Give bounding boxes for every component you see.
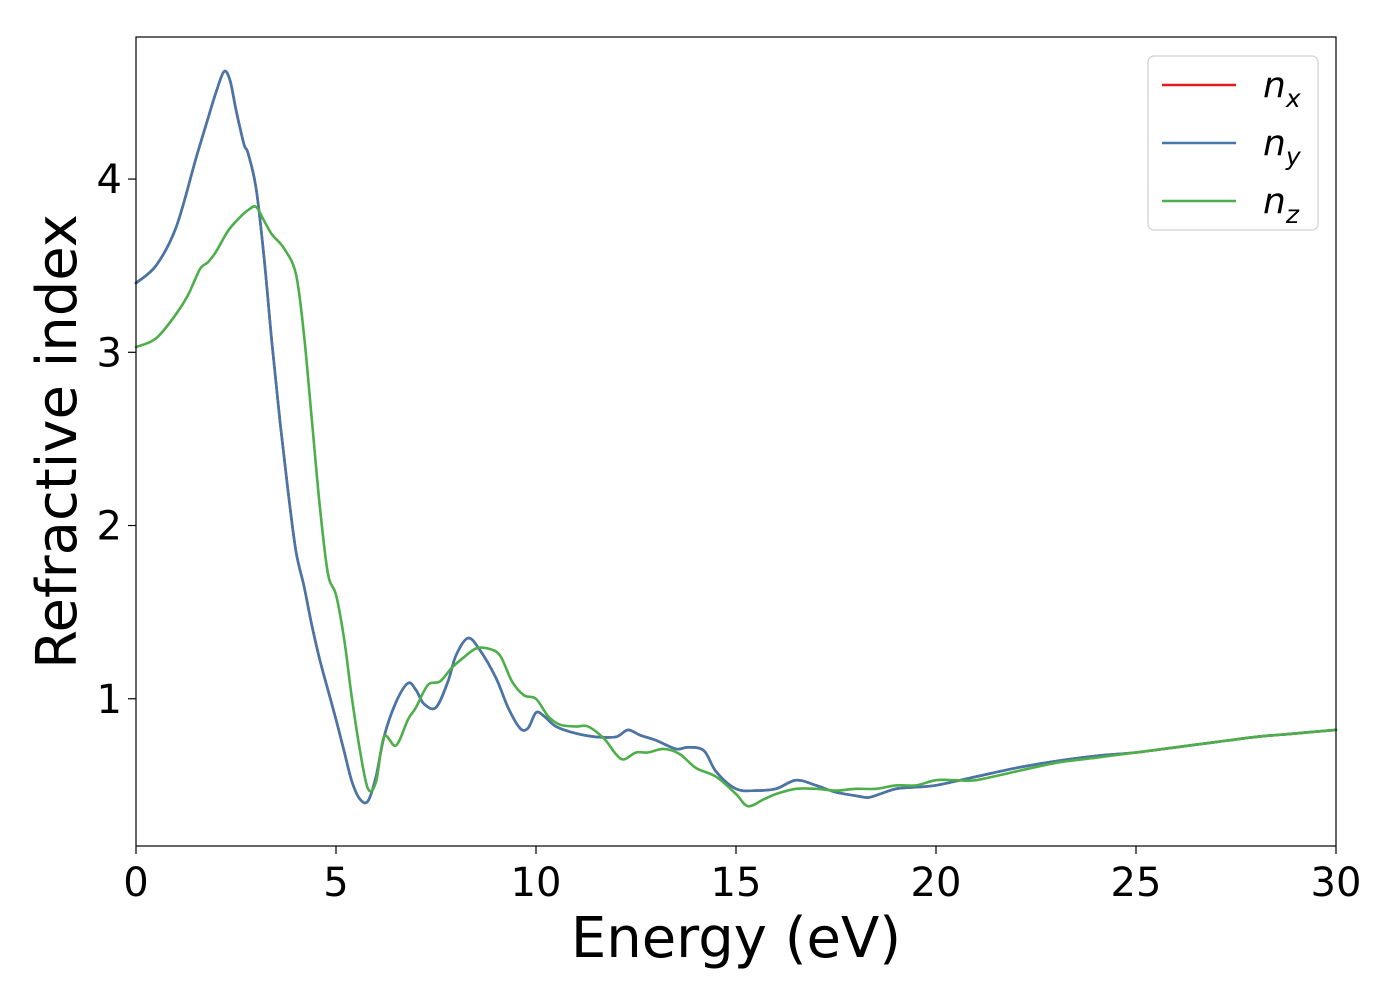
y-tick-label: 2 xyxy=(97,504,122,550)
x-axis-label: Energy (eV) xyxy=(571,906,901,971)
y-tick-label: 3 xyxy=(97,330,122,376)
x-tick-label: 20 xyxy=(911,860,962,906)
series-line-ny xyxy=(134,69,1338,805)
legend-label-subscript: y xyxy=(1285,142,1302,171)
x-tick-label: 25 xyxy=(1111,860,1162,906)
x-tick-label: 0 xyxy=(123,860,148,906)
x-tick-label: 5 xyxy=(323,860,348,906)
legend-label-subscript: x xyxy=(1285,84,1301,113)
series-line-nz xyxy=(134,205,1338,808)
x-tick-label: 15 xyxy=(711,860,762,906)
series-layer xyxy=(134,69,1338,808)
y-axis: 1 2 3 4 xyxy=(97,157,136,723)
y-tick-label: 1 xyxy=(97,677,122,723)
x-tick-label: 30 xyxy=(1311,860,1362,906)
legend-label-subscript: z xyxy=(1285,200,1300,229)
y-axis-label: Refractive index xyxy=(25,214,90,669)
x-tick-label: 10 xyxy=(511,860,562,906)
x-axis: 0 5 10 15 20 25 30 xyxy=(123,846,1361,906)
y-tick-label: 4 xyxy=(97,157,122,203)
